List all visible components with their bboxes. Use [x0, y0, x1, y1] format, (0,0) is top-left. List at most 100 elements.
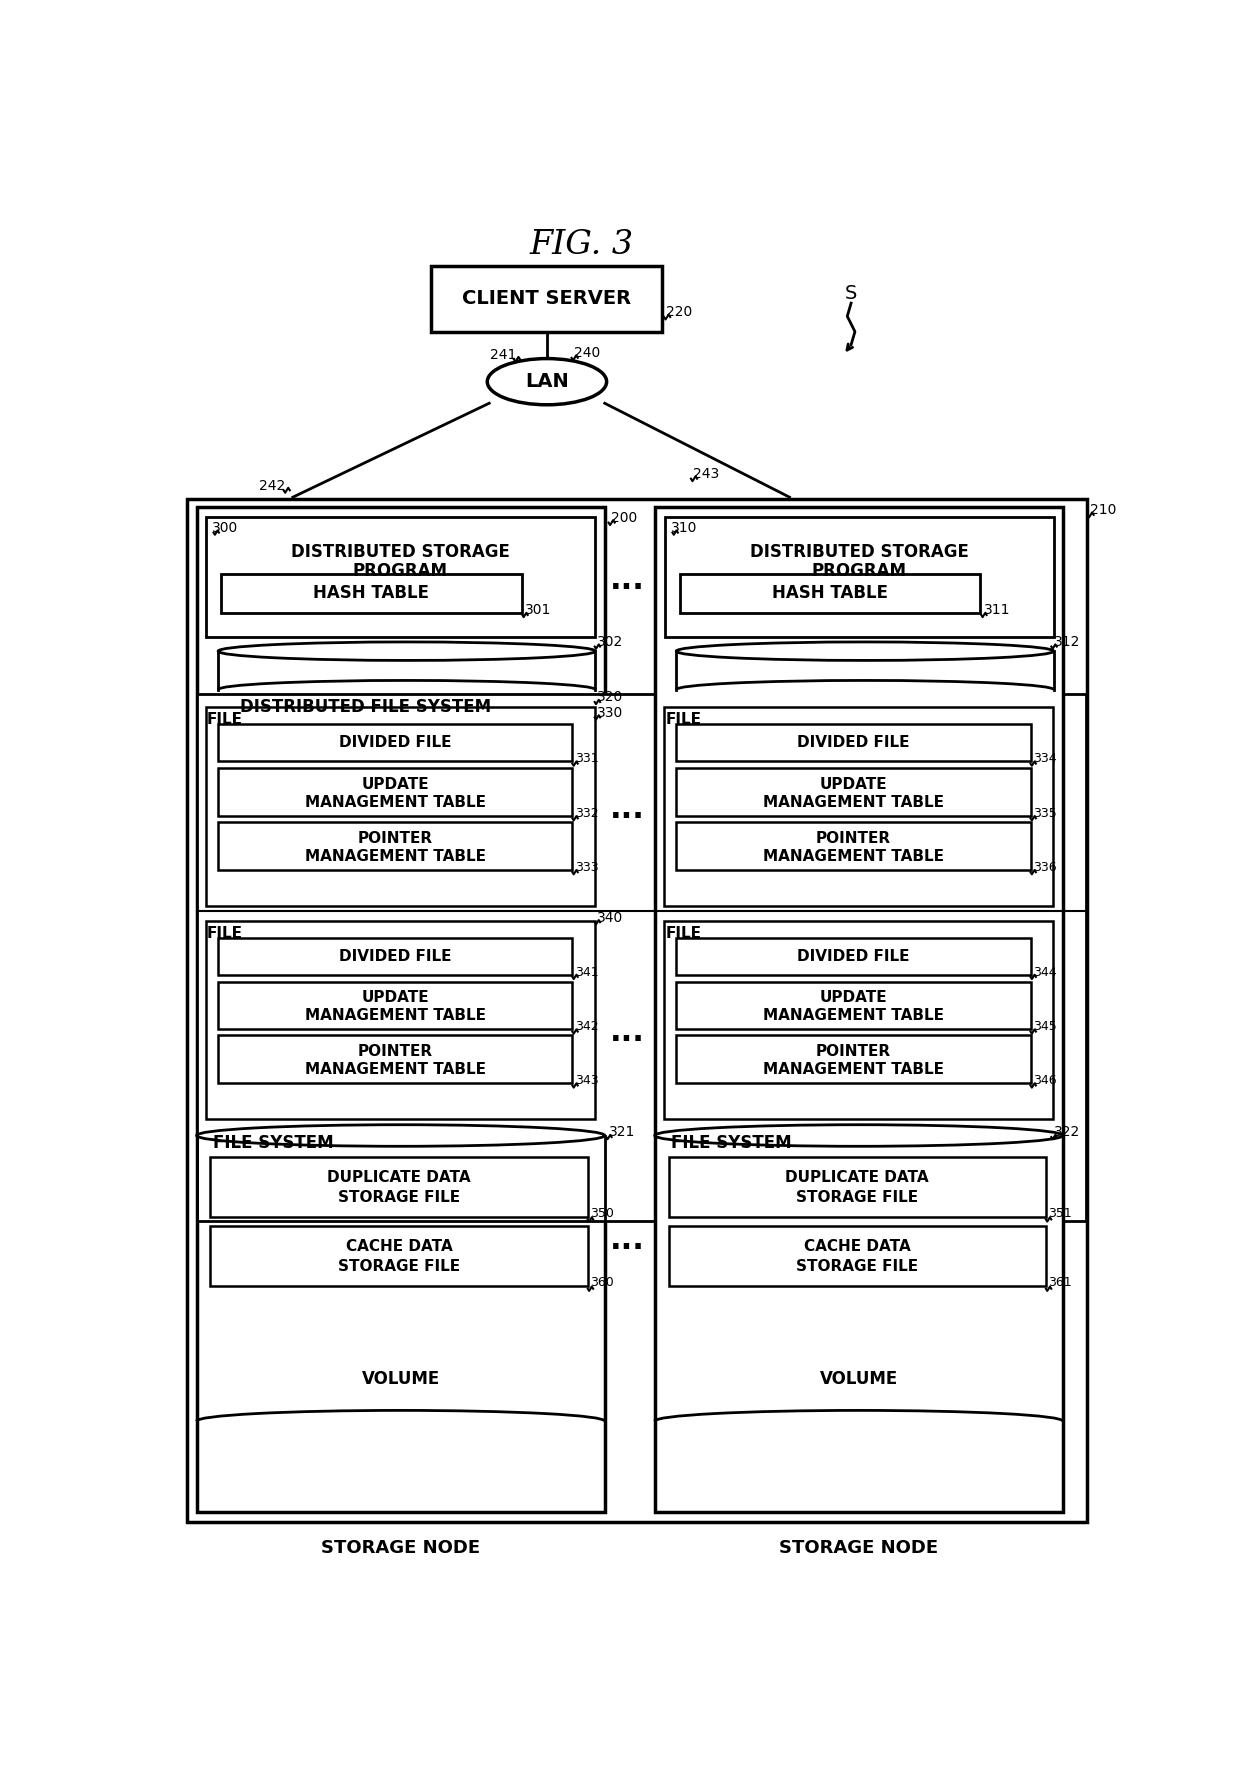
- Text: FILE: FILE: [665, 925, 702, 941]
- Text: UPDATE: UPDATE: [820, 777, 888, 793]
- Text: DIVIDED FILE: DIVIDED FILE: [797, 948, 910, 964]
- Text: ...: ...: [610, 566, 645, 594]
- FancyBboxPatch shape: [681, 575, 981, 612]
- FancyBboxPatch shape: [655, 508, 1063, 1512]
- FancyBboxPatch shape: [218, 938, 573, 975]
- Text: 220: 220: [666, 306, 693, 320]
- Text: DISTRIBUTED STORAGE: DISTRIBUTED STORAGE: [291, 543, 510, 561]
- Text: ...: ...: [610, 1226, 645, 1254]
- Text: 310: 310: [671, 522, 697, 534]
- FancyBboxPatch shape: [676, 938, 1030, 975]
- Text: 321: 321: [609, 1125, 635, 1139]
- Text: MANAGEMENT TABLE: MANAGEMENT TABLE: [305, 794, 486, 810]
- FancyBboxPatch shape: [676, 982, 1030, 1030]
- Text: STORAGE FILE: STORAGE FILE: [796, 1260, 919, 1274]
- FancyBboxPatch shape: [218, 724, 573, 761]
- Ellipse shape: [218, 642, 595, 660]
- Text: 340: 340: [596, 911, 624, 925]
- Text: DUPLICATE DATA: DUPLICATE DATA: [785, 1169, 929, 1185]
- Ellipse shape: [655, 1125, 1063, 1146]
- Text: 342: 342: [574, 1021, 598, 1033]
- Text: 312: 312: [1054, 635, 1080, 649]
- FancyBboxPatch shape: [211, 1226, 588, 1286]
- Text: DISTRIBUTED FILE SYSTEM: DISTRIBUTED FILE SYSTEM: [241, 699, 491, 716]
- FancyBboxPatch shape: [676, 1035, 1030, 1083]
- Text: DIVIDED FILE: DIVIDED FILE: [339, 948, 451, 964]
- FancyBboxPatch shape: [218, 1035, 573, 1083]
- Text: 351: 351: [1048, 1206, 1071, 1221]
- Text: 330: 330: [596, 706, 624, 720]
- Ellipse shape: [676, 642, 1054, 660]
- Text: 344: 344: [1033, 966, 1056, 978]
- Text: MANAGEMENT TABLE: MANAGEMENT TABLE: [763, 849, 944, 863]
- Text: POINTER: POINTER: [357, 1044, 433, 1060]
- FancyBboxPatch shape: [676, 768, 1030, 816]
- Text: FILE: FILE: [665, 713, 702, 727]
- Text: MANAGEMENT TABLE: MANAGEMENT TABLE: [763, 1008, 944, 1022]
- Text: MANAGEMENT TABLE: MANAGEMENT TABLE: [305, 1008, 486, 1022]
- Text: VOLUME: VOLUME: [362, 1369, 440, 1389]
- FancyBboxPatch shape: [663, 920, 1053, 1120]
- Text: DIVIDED FILE: DIVIDED FILE: [339, 736, 451, 750]
- Text: MANAGEMENT TABLE: MANAGEMENT TABLE: [763, 1061, 944, 1077]
- Text: 343: 343: [574, 1074, 598, 1088]
- Text: 346: 346: [1033, 1074, 1056, 1088]
- FancyBboxPatch shape: [663, 708, 1053, 906]
- Text: STORAGE FILE: STORAGE FILE: [339, 1260, 460, 1274]
- Text: 302: 302: [596, 635, 624, 649]
- Text: UPDATE: UPDATE: [361, 777, 429, 793]
- Text: POINTER: POINTER: [357, 831, 433, 846]
- FancyBboxPatch shape: [218, 768, 573, 816]
- Text: MANAGEMENT TABLE: MANAGEMENT TABLE: [763, 794, 944, 810]
- Text: S: S: [844, 283, 857, 302]
- Text: CACHE DATA: CACHE DATA: [804, 1238, 910, 1254]
- Ellipse shape: [487, 359, 606, 405]
- Text: POINTER: POINTER: [816, 1044, 892, 1060]
- Text: 300: 300: [212, 522, 238, 534]
- Text: ...: ...: [610, 1017, 645, 1047]
- FancyBboxPatch shape: [197, 508, 605, 1512]
- Ellipse shape: [197, 1125, 605, 1146]
- FancyBboxPatch shape: [206, 708, 595, 906]
- FancyBboxPatch shape: [206, 920, 595, 1120]
- Text: STORAGE FILE: STORAGE FILE: [796, 1189, 919, 1205]
- FancyBboxPatch shape: [668, 1157, 1045, 1217]
- Text: 320: 320: [596, 690, 624, 704]
- Text: CACHE DATA: CACHE DATA: [346, 1238, 453, 1254]
- Text: FILE: FILE: [207, 925, 243, 941]
- Text: FILE: FILE: [207, 713, 243, 727]
- Text: STORAGE FILE: STORAGE FILE: [339, 1189, 460, 1205]
- Text: 332: 332: [574, 807, 598, 821]
- FancyBboxPatch shape: [211, 1157, 588, 1217]
- Text: 240: 240: [574, 347, 600, 361]
- FancyBboxPatch shape: [197, 693, 1086, 1221]
- Text: 241: 241: [490, 348, 516, 361]
- Text: ...: ...: [610, 794, 645, 824]
- Text: 333: 333: [574, 862, 598, 874]
- Text: STORAGE NODE: STORAGE NODE: [321, 1539, 480, 1557]
- Text: UPDATE: UPDATE: [820, 991, 888, 1005]
- Text: 242: 242: [259, 479, 285, 492]
- Text: 210: 210: [1090, 502, 1116, 517]
- Text: MANAGEMENT TABLE: MANAGEMENT TABLE: [305, 849, 486, 863]
- Text: 311: 311: [983, 603, 1011, 617]
- FancyBboxPatch shape: [668, 1226, 1045, 1286]
- Text: VOLUME: VOLUME: [820, 1369, 898, 1389]
- Text: DIVIDED FILE: DIVIDED FILE: [797, 736, 910, 750]
- Text: 322: 322: [1054, 1125, 1080, 1139]
- Text: 336: 336: [1033, 862, 1056, 874]
- Text: CLIENT SERVER: CLIENT SERVER: [463, 290, 631, 308]
- Text: FILE SYSTEM: FILE SYSTEM: [213, 1134, 334, 1152]
- Text: 200: 200: [611, 511, 637, 525]
- FancyBboxPatch shape: [676, 823, 1030, 870]
- FancyBboxPatch shape: [206, 517, 595, 637]
- Text: 335: 335: [1033, 807, 1056, 821]
- Text: 350: 350: [590, 1206, 614, 1221]
- Text: FIG. 3: FIG. 3: [529, 228, 634, 260]
- FancyBboxPatch shape: [218, 823, 573, 870]
- Text: 243: 243: [693, 467, 719, 481]
- Text: 361: 361: [1048, 1275, 1071, 1290]
- Text: 301: 301: [525, 603, 551, 617]
- Text: HASH TABLE: HASH TABLE: [314, 584, 429, 603]
- Text: POINTER: POINTER: [816, 831, 892, 846]
